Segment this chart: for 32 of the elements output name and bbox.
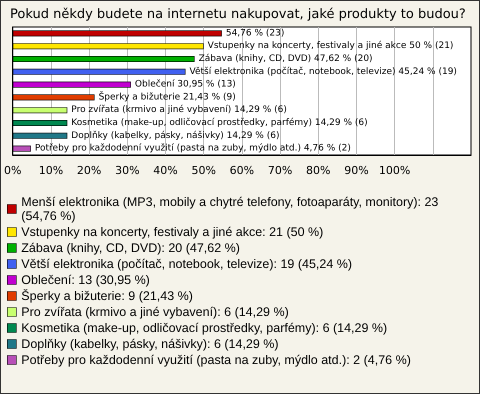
legend-label: Oblečení: 13 (30,95 %) [21, 273, 150, 287]
data-label: Kosmetika (make-up, odličovací prostředky, parfémy) 14,29 % (6) [71, 117, 368, 128]
x-tick-label: 60% [230, 164, 254, 177]
legend-label: Pro zvířata (krmivo a jiné vybavení): 6 (14,29 %) [21, 305, 289, 319]
data-label: 54,76 % (23) [226, 28, 284, 38]
data-label: Šperky a bižuterie 21,43 % (9) [98, 90, 236, 102]
data-label: Pro zvířata (krmivo a jiné vybavení) 14,29 % (6) [71, 104, 287, 116]
data-label: Doplňky (kabelky, pásky, nášivky) 14,29 % (6) [71, 130, 280, 141]
data-label: Vstupenky na koncerty, festivaly a jiné akce 50 % (21) [208, 40, 454, 52]
legend-label: Kosmetika (make-up, odličovací prostředky, parfémy): 6 (14,29 %) [21, 321, 388, 335]
legend-label: Vstupenky na koncerty, festivaly a jiné akce: 21 (50 %) [21, 225, 324, 239]
x-tick-label: 20% [76, 164, 102, 177]
data-label: Větší elektronika (počítač, notebook, televize) 45,24 % (19) [189, 66, 457, 77]
x-tick-label: 70% [268, 164, 292, 177]
x-tick-label: 100% [378, 164, 410, 177]
data-label: Oblečení 30,95 % (13) [134, 78, 236, 90]
x-tick-label: 30% [115, 164, 140, 177]
legend-label: Potřeby pro každodenní využití (pasta na zuby, mýdlo atd.): 2 (4,76 %) [21, 353, 411, 367]
legend-label: Šperky a bižuterie: 9 (21,43 %) [21, 289, 193, 303]
legend-label: Zábava (knihy, CD, DVD): 20 (47,62 %) [21, 241, 240, 255]
data-label: Zábava (knihy, CD, DVD) 47,62 % (20) [198, 53, 373, 64]
data-label: Potřeby pro každodenní využití (pasta na zuby, mýdlo atd.) 4,76 % (2) [34, 142, 351, 154]
legend-label: Větší elektronika (počítač, notebook, televize): 19 (45,24 %) [21, 257, 352, 271]
legend-label: Menší elektronika (MP3, mobily a chytré telefony, fotoaparáty, monitory): 23 (54,76 %) [21, 195, 442, 223]
x-tick-label: 50% [191, 164, 216, 177]
legend-label: Doplňky (kabelky, pásky, nášivky): 6 (14,29 %) [21, 337, 279, 351]
x-tick-label: 80% [306, 164, 330, 177]
x-tick-label: 0% [4, 164, 22, 177]
x-tick-label: 40% [153, 164, 178, 177]
x-tick-label: 10% [38, 164, 64, 177]
x-tick-label: 90% [344, 164, 369, 177]
chart-title: Pokud někdy budete na internetu nakupovat, jaké produkty to budou? [10, 7, 466, 22]
